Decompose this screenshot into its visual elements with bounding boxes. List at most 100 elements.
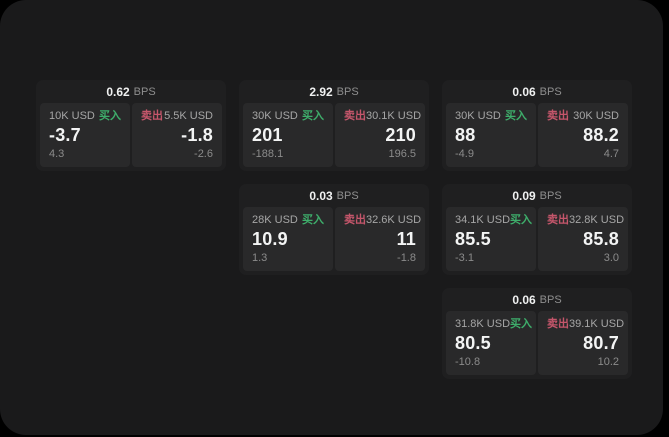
buy-tag: 买入 xyxy=(510,214,533,226)
bps-unit-label: BPS xyxy=(336,85,359,98)
quote-body: 30K USD 买入 88 -4.9 卖出 30K USD 88.2 4.7 xyxy=(446,103,628,167)
sell-panel-header: 卖出 32.6K USD xyxy=(344,214,421,227)
bps-value: 2.92 xyxy=(309,84,333,99)
buy-price: 88 xyxy=(455,125,476,145)
buy-tag: 买入 xyxy=(302,110,324,122)
sell-amount: 39.1K USD xyxy=(569,318,625,330)
sell-panel[interactable]: 卖出 30.1K USD 210 196.5 xyxy=(335,103,425,167)
buy-panel[interactable]: 30K USD 买入 88 -4.9 xyxy=(446,103,536,167)
buy-amount: 28K USD xyxy=(252,214,298,226)
buy-price: 10.9 xyxy=(252,229,288,249)
quote-body: 10K USD 买入 -3.7 4.3 卖出 5.5K USD -1.8 -2.… xyxy=(40,103,222,167)
buy-price: 80.5 xyxy=(455,333,491,353)
buy-panel[interactable]: 34.1K USD 买入 85.5 -3.1 xyxy=(446,207,536,271)
sell-tag: 卖出 xyxy=(344,110,366,122)
buy-panel[interactable]: 28K USD 买入 10.9 1.3 xyxy=(243,207,333,271)
buy-amount: 30K USD xyxy=(252,110,298,122)
sell-tag: 卖出 xyxy=(141,110,163,122)
sell-delta: 3.0 xyxy=(603,252,619,264)
sell-tag: 卖出 xyxy=(344,214,366,226)
bps-header: 2.92 BPS xyxy=(243,80,425,103)
sell-price: 11 xyxy=(396,229,416,249)
bps-value: 0.06 xyxy=(512,292,536,307)
sell-amount: 30K USD xyxy=(573,110,619,122)
buy-delta: 1.3 xyxy=(252,252,268,264)
buy-delta: -3.1 xyxy=(455,252,474,264)
buy-panel-header: 30K USD 买入 xyxy=(455,110,527,123)
quote-card: 0.06 BPS 31.8K USD 买入 80.5 -10.8 卖出 39.1… xyxy=(442,288,632,379)
sell-delta: -2.6 xyxy=(194,148,213,160)
buy-amount: 10K USD xyxy=(49,110,95,122)
quote-card: 0.09 BPS 34.1K USD 买入 85.5 -3.1 卖出 32.8K… xyxy=(442,184,632,275)
sell-tag: 卖出 xyxy=(547,318,569,330)
buy-price: -3.7 xyxy=(49,125,81,145)
bps-header: 0.62 BPS xyxy=(40,80,222,103)
bps-unit-label: BPS xyxy=(336,189,359,202)
sell-panel-header: 卖出 30K USD xyxy=(547,110,619,123)
bps-header: 0.06 BPS xyxy=(446,288,628,311)
quote-card: 0.06 BPS 30K USD 买入 88 -4.9 卖出 30K USD 8… xyxy=(442,80,632,171)
sell-panel[interactable]: 卖出 32.6K USD 11 -1.8 xyxy=(335,207,425,271)
bps-unit-label: BPS xyxy=(539,85,562,98)
buy-panel[interactable]: 30K USD 买入 201 -188.1 xyxy=(243,103,333,167)
sell-panel-header: 卖出 30.1K USD xyxy=(344,110,421,123)
quote-body: 28K USD 买入 10.9 1.3 卖出 32.6K USD 11 -1.8 xyxy=(243,207,425,271)
sell-amount: 32.8K USD xyxy=(569,214,625,226)
sell-panel[interactable]: 卖出 30K USD 88.2 4.7 xyxy=(538,103,628,167)
buy-tag: 买入 xyxy=(302,214,324,226)
sell-price: 88.2 xyxy=(583,125,619,145)
bps-header: 0.09 BPS xyxy=(446,184,628,207)
sell-panel[interactable]: 卖出 5.5K USD -1.8 -2.6 xyxy=(132,103,222,167)
buy-panel-header: 31.8K USD 买入 xyxy=(455,318,532,331)
sell-delta: 10.2 xyxy=(597,356,619,368)
buy-delta: -10.8 xyxy=(455,356,481,368)
bps-value: 0.03 xyxy=(309,188,333,203)
buy-price: 201 xyxy=(252,125,283,145)
bps-unit-label: BPS xyxy=(133,85,156,98)
sell-tag: 卖出 xyxy=(547,214,569,226)
sell-panel-header: 卖出 32.8K USD xyxy=(547,214,624,227)
quote-body: 34.1K USD 买入 85.5 -3.1 卖出 32.8K USD 85.8… xyxy=(446,207,628,271)
sell-price: 80.7 xyxy=(583,333,619,353)
sell-panel[interactable]: 卖出 39.1K USD 80.7 10.2 xyxy=(538,311,628,375)
buy-panel[interactable]: 31.8K USD 买入 80.5 -10.8 xyxy=(446,311,536,375)
sell-amount: 30.1K USD xyxy=(366,110,422,122)
buy-tag: 买入 xyxy=(505,110,527,122)
sell-delta: -1.8 xyxy=(397,252,416,264)
sell-tag: 卖出 xyxy=(547,110,569,122)
quote-card: 0.03 BPS 28K USD 买入 10.9 1.3 卖出 32.6K US… xyxy=(239,184,429,275)
sell-panel-header: 卖出 39.1K USD xyxy=(547,318,624,331)
sell-amount: 32.6K USD xyxy=(366,214,422,226)
buy-amount: 34.1K USD xyxy=(455,214,511,226)
sell-panel-header: 卖出 5.5K USD xyxy=(141,110,213,123)
quote-card: 2.92 BPS 30K USD 买入 201 -188.1 卖出 30.1K … xyxy=(239,80,429,171)
bps-value: 0.62 xyxy=(106,84,130,99)
bps-unit-label: BPS xyxy=(539,293,562,306)
buy-price: 85.5 xyxy=(455,229,491,249)
buy-tag: 买入 xyxy=(99,110,121,122)
sell-amount: 5.5K USD xyxy=(164,110,213,122)
buy-panel[interactable]: 10K USD 买入 -3.7 4.3 xyxy=(40,103,130,167)
sell-panel[interactable]: 卖出 32.8K USD 85.8 3.0 xyxy=(538,207,628,271)
buy-amount: 31.8K USD xyxy=(455,318,511,330)
sell-delta: 196.5 xyxy=(388,148,416,160)
buy-tag: 买入 xyxy=(510,318,533,330)
bps-header: 0.06 BPS xyxy=(446,80,628,103)
sell-price: 210 xyxy=(385,125,416,145)
sell-price: -1.8 xyxy=(181,125,213,145)
buy-amount: 30K USD xyxy=(455,110,501,122)
bps-unit-label: BPS xyxy=(539,189,562,202)
bps-value: 0.09 xyxy=(512,188,536,203)
sell-price: 85.8 xyxy=(583,229,619,249)
buy-delta: -4.9 xyxy=(455,148,474,160)
buy-panel-header: 34.1K USD 买入 xyxy=(455,214,532,227)
quote-body: 30K USD 买入 201 -188.1 卖出 30.1K USD 210 1… xyxy=(243,103,425,167)
bps-header: 0.03 BPS xyxy=(243,184,425,207)
bps-value: 0.06 xyxy=(512,84,536,99)
buy-delta: -188.1 xyxy=(252,148,284,160)
buy-panel-header: 30K USD 买入 xyxy=(252,110,324,123)
sell-delta: 4.7 xyxy=(603,148,619,160)
